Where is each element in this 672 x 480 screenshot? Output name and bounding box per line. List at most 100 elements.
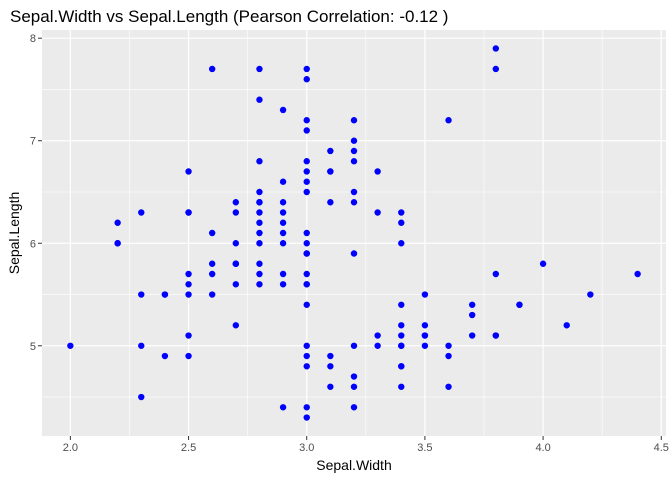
data-point xyxy=(138,209,145,216)
data-point xyxy=(398,363,405,370)
data-point xyxy=(327,363,334,370)
data-point xyxy=(279,240,287,247)
data-point xyxy=(303,301,310,308)
data-point xyxy=(232,322,240,329)
data-point xyxy=(303,352,310,360)
data-point xyxy=(350,147,358,155)
data-point xyxy=(256,270,263,278)
data-point xyxy=(279,404,287,411)
data-point xyxy=(185,291,192,298)
data-point xyxy=(398,383,405,390)
data-point xyxy=(516,301,523,308)
data-point xyxy=(256,219,263,226)
data-point xyxy=(468,332,476,339)
data-point xyxy=(67,342,74,349)
x-tick-label: 4.0 xyxy=(535,442,550,454)
data-point xyxy=(208,229,216,237)
data-point xyxy=(279,229,287,237)
y-tick-label: 7 xyxy=(30,136,36,148)
data-point xyxy=(445,383,452,390)
data-point xyxy=(350,117,358,124)
data-point xyxy=(232,209,240,216)
data-point xyxy=(350,137,358,144)
data-point xyxy=(303,76,310,83)
data-point xyxy=(232,260,240,267)
data-point xyxy=(327,199,334,206)
chart-title: Sepal.Width vs Sepal.Length (Pearson Cor… xyxy=(10,7,448,26)
data-point xyxy=(185,168,192,175)
data-point xyxy=(279,199,287,206)
data-point xyxy=(279,270,287,278)
data-point xyxy=(398,240,405,247)
x-tick-label: 3.0 xyxy=(299,442,314,454)
data-point xyxy=(350,373,358,380)
data-point xyxy=(256,199,263,206)
data-point xyxy=(398,209,405,216)
data-point xyxy=(208,65,216,73)
data-point xyxy=(374,332,381,339)
data-point xyxy=(279,281,287,288)
data-point xyxy=(350,383,358,390)
data-point xyxy=(634,270,641,278)
data-point xyxy=(303,168,310,175)
data-point xyxy=(279,178,287,185)
data-point xyxy=(256,229,263,237)
data-point xyxy=(492,332,500,339)
y-tick-label: 5 xyxy=(30,341,36,353)
data-point xyxy=(256,209,263,216)
data-point xyxy=(303,281,310,288)
data-point xyxy=(303,414,310,421)
data-point xyxy=(114,240,121,247)
data-point xyxy=(303,250,310,257)
data-point xyxy=(303,188,310,196)
x-axis-title: Sepal.Width xyxy=(316,457,391,473)
data-point xyxy=(303,404,310,411)
data-point xyxy=(327,147,334,155)
data-point xyxy=(114,219,121,226)
data-point xyxy=(374,168,381,175)
data-point xyxy=(208,291,216,298)
data-point xyxy=(161,291,169,298)
data-point xyxy=(445,352,452,360)
data-point xyxy=(279,219,287,226)
data-point xyxy=(256,96,263,103)
y-tick-label: 6 xyxy=(30,238,36,250)
x-tick-label: 2.0 xyxy=(63,442,78,454)
data-point xyxy=(279,106,287,114)
x-tick-label: 2.5 xyxy=(181,442,196,454)
data-point xyxy=(303,65,310,73)
data-point xyxy=(303,158,310,165)
data-point xyxy=(303,178,310,185)
data-point xyxy=(303,342,310,349)
data-point xyxy=(279,209,287,216)
data-point xyxy=(563,322,570,329)
data-point xyxy=(350,250,358,257)
data-point xyxy=(185,270,192,278)
grid-layer xyxy=(42,30,666,436)
data-point xyxy=(208,270,216,278)
data-point xyxy=(256,158,263,165)
data-point xyxy=(539,260,547,267)
data-point xyxy=(138,291,145,298)
data-point xyxy=(492,45,500,52)
data-point xyxy=(421,322,429,329)
data-point xyxy=(398,322,405,329)
data-point xyxy=(421,332,429,339)
data-point xyxy=(256,281,263,288)
data-point xyxy=(185,352,192,360)
data-point xyxy=(232,199,240,206)
x-tick-label: 3.5 xyxy=(417,442,432,454)
x-axis: 2.0 2.5 3.0 3.5 4.0 4.5 xyxy=(63,436,669,454)
data-point xyxy=(350,404,358,411)
data-point xyxy=(185,209,192,216)
data-point xyxy=(374,342,381,349)
data-point xyxy=(256,65,263,73)
data-point xyxy=(303,229,310,237)
data-point xyxy=(421,291,429,298)
data-point xyxy=(208,260,216,267)
data-point xyxy=(303,270,310,278)
data-point xyxy=(468,301,476,308)
data-point xyxy=(492,270,500,278)
data-point xyxy=(138,342,145,349)
